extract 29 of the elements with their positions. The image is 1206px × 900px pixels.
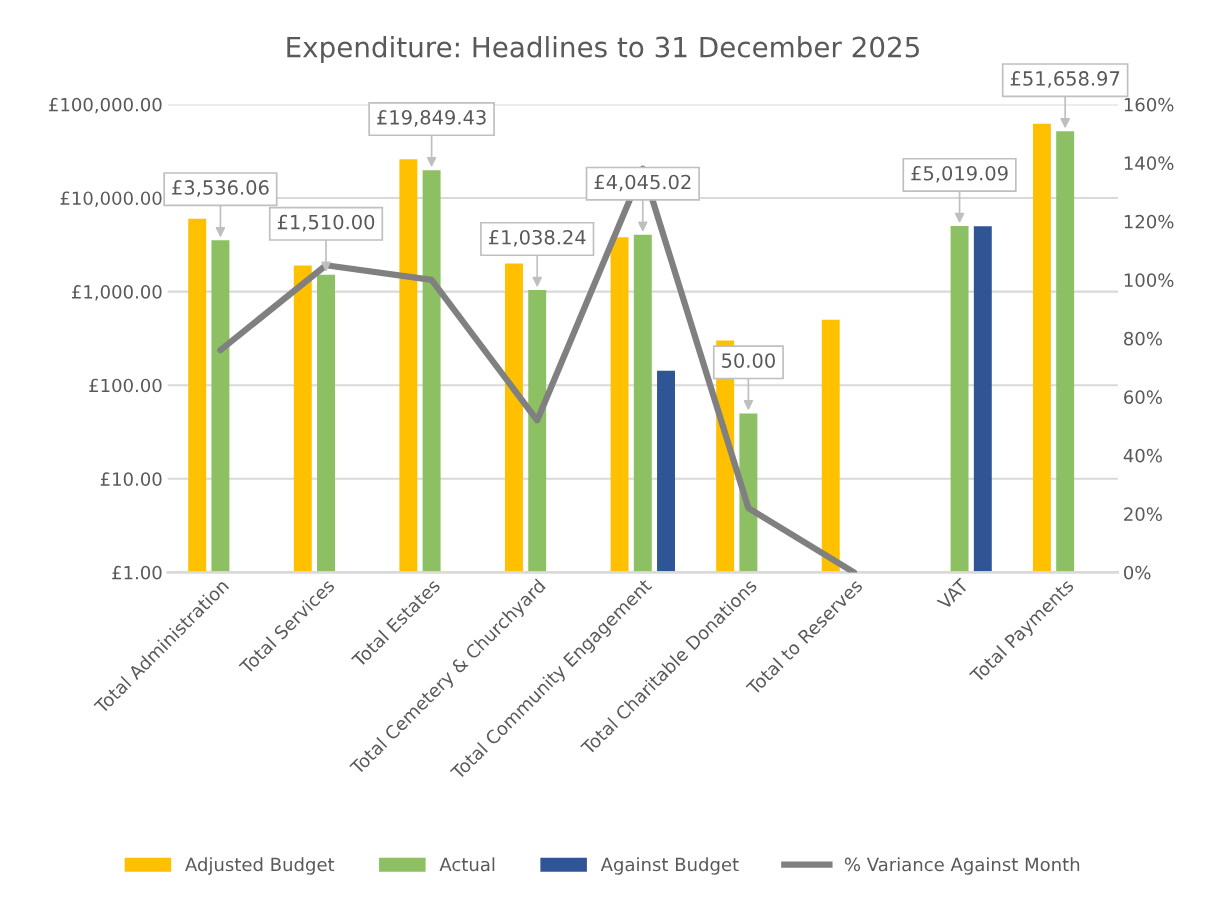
chart-title: Expenditure: Headlines to 31 December 2025 <box>287 36 919 63</box>
legend-label: Actual <box>439 857 495 872</box>
data-label: £1,510.00 <box>277 214 375 232</box>
y2-tick-label: 120% <box>1124 214 1174 229</box>
y-tick-label: £1,000.00 <box>72 285 162 301</box>
data-label: £3,536.06 <box>172 180 269 197</box>
legend-label: % Variance Against Month <box>844 857 1080 875</box>
legend-label: Adjusted Budget <box>185 857 335 875</box>
y-tick-label: £10,000.00 <box>60 191 162 207</box>
y2-tick-label: 100% <box>1124 273 1174 288</box>
x-tick-label: VAT <box>936 577 970 611</box>
y-tick-label: £100.00 <box>89 378 162 393</box>
data-label: £5,019.09 <box>911 165 1008 183</box>
y2-tick-label: 80% <box>1124 331 1162 346</box>
y2-tick-label: 140% <box>1124 156 1174 171</box>
y2-tick-label: 0% <box>1124 565 1151 580</box>
legend-label: Against Budget <box>600 857 739 875</box>
y2-tick-label: 40% <box>1123 448 1162 463</box>
data-label: £1,038.24 <box>488 229 586 247</box>
y2-tick-label: 20% <box>1124 507 1162 522</box>
y-tick-label: £1.00 <box>112 565 162 580</box>
y-tick-label: £10.00 <box>100 472 162 486</box>
y2-tick-label: 160% <box>1124 97 1174 112</box>
data-label: 50.00 <box>722 353 775 368</box>
y2-tick-label: 60% <box>1124 390 1162 405</box>
data-label: £4,045.02 <box>594 174 691 192</box>
data-label: £19,849.43 <box>377 109 486 127</box>
y-tick-label: £100,000.00 <box>49 97 162 114</box>
data-label: £51,658.97 <box>1010 71 1120 88</box>
